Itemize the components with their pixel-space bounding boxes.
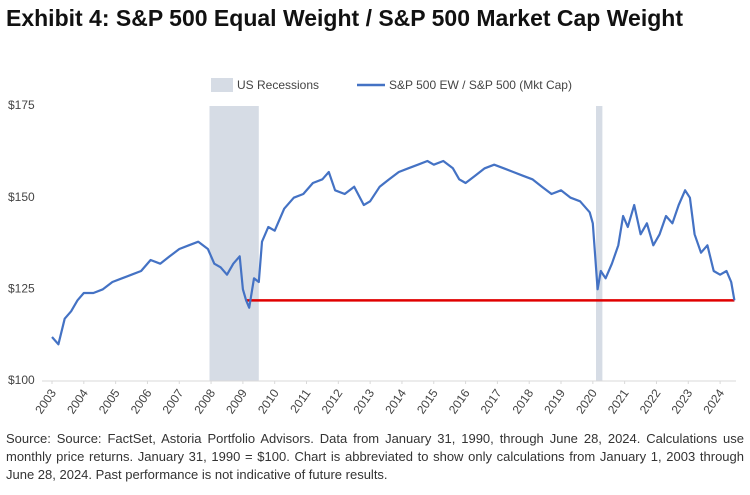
x-tick-label: 2023 [669,386,696,416]
x-tick-label: 2022 [637,386,664,416]
x-tick-label: 2003 [32,386,59,416]
x-tick-label: 2021 [605,386,632,416]
y-tick-label: $175 [8,98,35,112]
chart: $100 $125 $150 $175 2003 2004 2005 2006 2007 2008… [8,78,736,416]
y-tick-label: $150 [8,190,35,204]
series-line [51,159,736,346]
x-tick-label: 2007 [160,386,187,416]
x-tick-label: 2015 [414,386,441,416]
x-tick-label: 2016 [446,386,473,416]
x-tick-label: 2017 [478,386,505,416]
source-note: Source: Source: FactSet, Astoria Portfol… [6,431,744,482]
legend-label: S&P 500 EW / S&P 500 (Mkt Cap) [389,78,572,92]
x-tick-label: 2008 [191,386,218,416]
y-tick-label: $100 [8,373,35,387]
x-tick-label: 2014 [382,386,409,416]
chart-title: Exhibit 4: S&P 500 Equal Weight / S&P 50… [6,5,683,31]
x-tick-label: 2024 [700,386,727,416]
legend-swatch [211,78,233,92]
x-tick-label: 2020 [573,386,600,416]
x-tick-label: 2013 [350,386,377,416]
x-tick-label: 2009 [223,386,250,416]
x-tick-label: 2010 [255,386,282,416]
legend-label: US Recessions [237,78,319,92]
x-tick-label: 2012 [319,386,346,416]
x-tick-label: 2011 [287,386,313,415]
x-tick-label: 2006 [128,386,155,416]
recession-band [209,106,259,381]
y-tick-label: $125 [8,282,35,296]
x-tick-label: 2005 [96,386,123,416]
x-tick-label: 2018 [509,386,536,416]
x-tick-label: 2004 [64,386,91,416]
x-tick-label: 2019 [541,386,568,416]
recession-band [596,106,603,381]
